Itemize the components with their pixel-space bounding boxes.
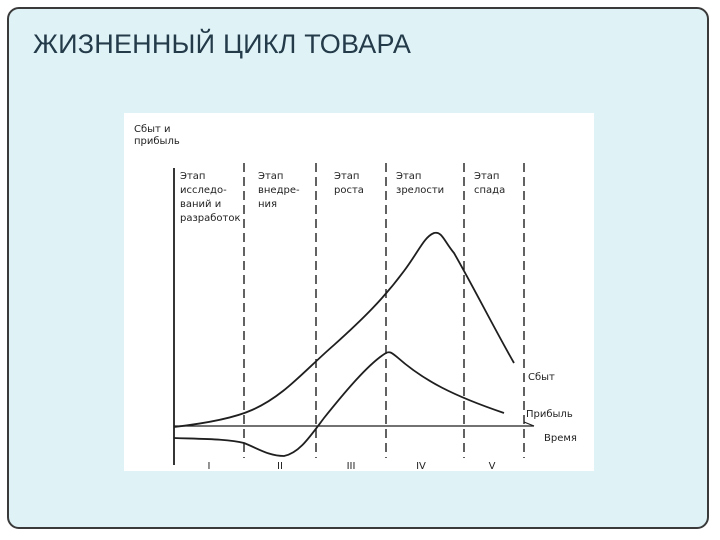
stage-1-line-3: ваний и bbox=[180, 199, 221, 210]
stage-2-numeral: II bbox=[277, 461, 283, 471]
diagram-canvas: Сбыт и прибыль Этап исследо- ваний и раз… bbox=[134, 124, 577, 471]
stage-4-line-2: зрелости bbox=[396, 185, 444, 196]
sales-curve-label: Сбыт bbox=[528, 372, 555, 383]
stage-3-line-2: роста bbox=[334, 185, 364, 196]
profit-curve bbox=[173, 351, 505, 457]
stage-1-numeral: I bbox=[208, 461, 211, 471]
x-axis-arrow bbox=[523, 421, 535, 427]
stage-2-line-2: внедре- bbox=[258, 185, 300, 196]
slide-title: ЖИЗНЕННЫЙ ЦИКЛ ТОВАРА bbox=[33, 29, 412, 59]
x-axis-label: Время bbox=[544, 433, 577, 444]
stage-4-numeral: IV bbox=[416, 461, 426, 471]
y-axis-label-line-2: прибыль bbox=[134, 136, 180, 147]
stage-5-line-1: Этап bbox=[474, 171, 499, 182]
stage-2-line-1: Этап bbox=[258, 171, 283, 182]
sales-curve bbox=[173, 231, 515, 428]
stage-4-line-1: Этап bbox=[396, 171, 421, 182]
stage-3-numeral: III bbox=[347, 461, 356, 471]
slide: ЖИЗНЕННЫЙ ЦИКЛ ТОВАРА Сбыт и прибыль Эта… bbox=[7, 7, 709, 529]
stage-1-line-4: разработок bbox=[180, 213, 241, 224]
y-axis-label-line-1: Сбыт и bbox=[134, 124, 171, 135]
stage-5-line-2: спада bbox=[474, 185, 505, 196]
stage-5-numeral: V bbox=[489, 461, 496, 471]
stage-2-line-3: ния bbox=[258, 199, 277, 210]
stage-1-line-1: Этап bbox=[180, 171, 205, 182]
stage-3-line-1: Этап bbox=[334, 171, 359, 182]
profit-curve-label: Прибыль bbox=[526, 409, 573, 420]
stage-1-line-2: исследо- bbox=[180, 185, 227, 196]
product-life-cycle-diagram: Сбыт и прибыль Этап исследо- ваний и раз… bbox=[124, 113, 594, 471]
